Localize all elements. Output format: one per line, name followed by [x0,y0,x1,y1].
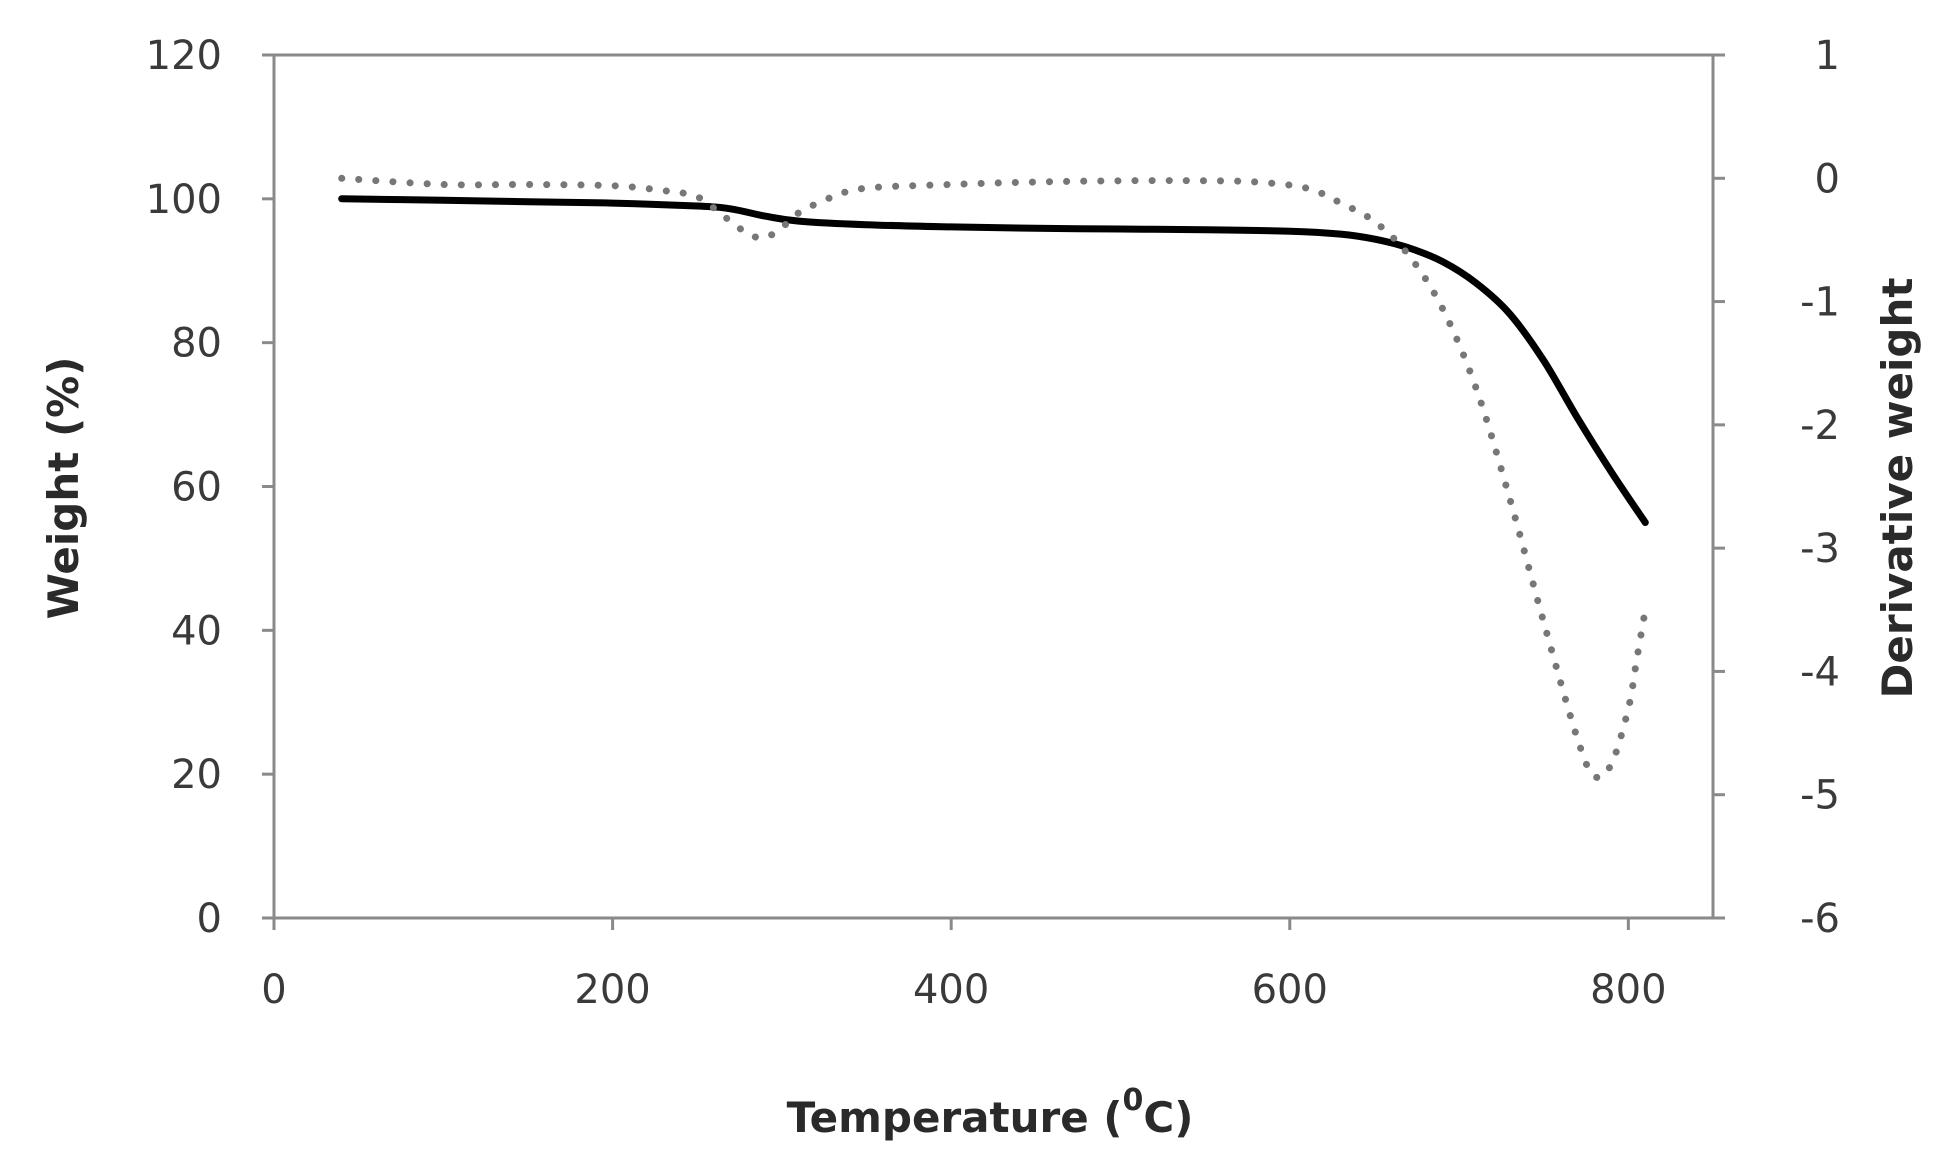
y-tick-label: 120 [146,33,222,79]
x-axis-title-unit: C) [1143,1093,1193,1142]
y2-tick-label: -2 [1800,403,1840,449]
plot-area-frame [272,53,1715,920]
y2-axis-title: Derivative weight [1873,278,1922,699]
x-tick-label: 600 [1252,967,1328,1013]
y-tick-label: 60 [171,465,222,511]
tick-labels-group: 0 200 400 600 800 0 20 40 60 80 100 120 -6 -5 -4 -3 -2 -1… [146,33,1840,1013]
y2-tick-label: -4 [1800,649,1840,695]
x-tick-label: 400 [913,967,989,1013]
y2-tick-label: 0 [1815,156,1840,202]
x-axis-title-superscript: 0 [1123,1083,1144,1118]
y2-tick-label: -6 [1800,896,1840,942]
y-tick-label: 0 [197,896,222,942]
y-tick-label: 80 [171,321,222,367]
ticks-group [262,53,1725,930]
derivative-weight-line [338,174,1649,782]
y2-tick-label: -1 [1800,280,1840,326]
y2-tick-label: 1 [1815,33,1840,79]
x-axis-title: Temperature (0C) [787,1083,1194,1142]
x-tick-label: 800 [1590,967,1666,1013]
y-tick-label: 40 [171,608,222,654]
plot-frame-group [272,53,1715,920]
y-tick-label: 100 [146,177,222,223]
y2-tick-label: -5 [1800,773,1840,819]
y-axis-title: Weight (%) [39,357,88,620]
series-group [338,174,1649,782]
weight-line [338,195,1649,526]
x-axis-title-main: Temperature ( [787,1093,1123,1142]
x-tick-label: 200 [574,967,650,1013]
y-tick-label: 20 [171,752,222,798]
y2-tick-label: -3 [1800,526,1840,572]
x-tick-label: 0 [261,967,286,1013]
